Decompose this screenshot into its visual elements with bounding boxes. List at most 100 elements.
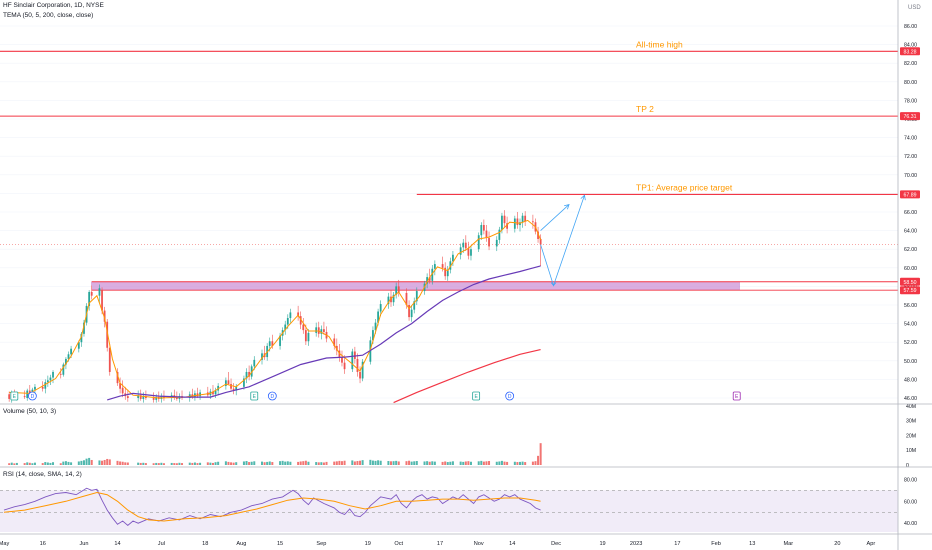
- candle-body: [408, 305, 410, 318]
- candle-body: [433, 264, 436, 269]
- price-tag: [900, 47, 920, 56]
- indicator-legend[interactable]: TEMA (50, 5, 200, close, close): [3, 12, 94, 19]
- volume-bar: [62, 461, 65, 465]
- rsi-legend[interactable]: RSI (14, close, SMA, 14, 2): [3, 471, 82, 478]
- volume-bar: [371, 460, 374, 465]
- level-annotation: TP 2: [636, 104, 654, 114]
- candle-body: [482, 225, 485, 231]
- volume-bar: [137, 462, 140, 465]
- candle-body: [41, 386, 44, 389]
- time-tick: 14: [509, 541, 515, 547]
- volume-bar: [369, 459, 372, 465]
- volume-bar: [121, 461, 124, 465]
- candle-body: [431, 268, 434, 281]
- volume-bar: [41, 463, 44, 465]
- candle-body: [410, 309, 413, 318]
- volume-bar: [52, 462, 55, 465]
- candle-body: [88, 291, 91, 306]
- volume-bar: [449, 461, 452, 465]
- price-tick: 60.00: [904, 266, 917, 272]
- volume-bar: [315, 462, 318, 465]
- volume-bar: [297, 461, 300, 465]
- volume-bar: [516, 462, 519, 465]
- volume-bar: [33, 462, 36, 465]
- price-tick: 82.00: [904, 61, 917, 67]
- candle-body: [126, 396, 129, 398]
- candle-body: [501, 215, 503, 230]
- price-tag-text: 58.50: [904, 280, 917, 286]
- price-tick: 46.00: [904, 396, 917, 402]
- volume-bar: [15, 462, 18, 465]
- candle-body: [98, 288, 101, 296]
- volume-bar: [338, 460, 341, 465]
- volume-bar: [284, 461, 287, 465]
- volume-bar: [90, 459, 93, 465]
- rsi-series: [0, 487, 898, 532]
- volume-bar: [467, 461, 470, 465]
- volume-bar: [142, 462, 145, 465]
- candle-body: [333, 338, 336, 346]
- projection-arrow-b: [540, 204, 570, 231]
- volume-bar: [537, 455, 540, 465]
- volume-bar: [157, 463, 160, 465]
- candle-body: [413, 301, 416, 310]
- candle-body: [397, 286, 400, 293]
- volume-bar: [178, 462, 181, 465]
- price-tick: 70.00: [904, 173, 917, 179]
- volume-bar: [8, 463, 11, 465]
- volume-bar: [521, 461, 524, 465]
- volume-bar: [353, 461, 356, 465]
- volume-legend[interactable]: Volume (50, 10, 3): [3, 408, 57, 415]
- candle-body: [245, 371, 248, 379]
- volume-bar: [67, 461, 70, 465]
- candle-body: [446, 269, 449, 277]
- time-tick: Jul: [158, 541, 165, 547]
- volume-bar: [361, 460, 364, 465]
- volume-bar: [495, 461, 498, 465]
- candle-body: [441, 264, 444, 268]
- volume-bar: [28, 462, 31, 465]
- rsi-ma-line: [3, 491, 541, 522]
- candle-body: [26, 390, 29, 398]
- volume-bar: [217, 461, 220, 465]
- volume-bar: [46, 462, 49, 465]
- event-marker-glyph: E: [735, 394, 739, 400]
- volume-bar: [70, 462, 73, 465]
- volume-bar: [245, 461, 248, 465]
- volume-bar: [248, 462, 251, 465]
- volume-bar: [485, 461, 488, 465]
- time-axis: May 16 Jun 14 Jul 18 Aug 15 Sep 19 Oct 17 Nov 14 Dec 19…: [0, 541, 875, 547]
- volume-bar: [188, 462, 191, 465]
- candle-body: [297, 312, 300, 317]
- candle-body: [379, 304, 382, 312]
- candle-body: [28, 390, 31, 395]
- volume-bar: [431, 461, 434, 465]
- volume-bar: [413, 461, 416, 465]
- volume-bar: [170, 462, 173, 465]
- candle-body: [175, 397, 178, 399]
- volume-bar: [513, 461, 516, 465]
- candle-body: [119, 383, 121, 389]
- support-zone: [91, 281, 740, 291]
- volume-bar: [224, 461, 227, 465]
- projection-arrows: [540, 194, 586, 287]
- candle-body: [163, 396, 165, 398]
- volume-bar: [469, 461, 472, 465]
- volume-bar: [488, 461, 491, 465]
- candle-body: [506, 223, 508, 229]
- time-tick: Apr: [867, 541, 876, 547]
- candle-body: [537, 231, 539, 239]
- candle-body: [235, 386, 238, 391]
- volume-bar: [279, 461, 282, 465]
- candle-body: [480, 225, 483, 236]
- candle-body: [467, 248, 470, 256]
- volume-bar: [351, 460, 354, 465]
- candle-body: [361, 361, 364, 379]
- volume-bar: [268, 461, 271, 465]
- volume-bar: [139, 462, 142, 465]
- volume-bar: [289, 461, 292, 465]
- volume-bar: [206, 462, 209, 465]
- candle-body: [323, 329, 325, 332]
- volume-bar: [464, 461, 467, 465]
